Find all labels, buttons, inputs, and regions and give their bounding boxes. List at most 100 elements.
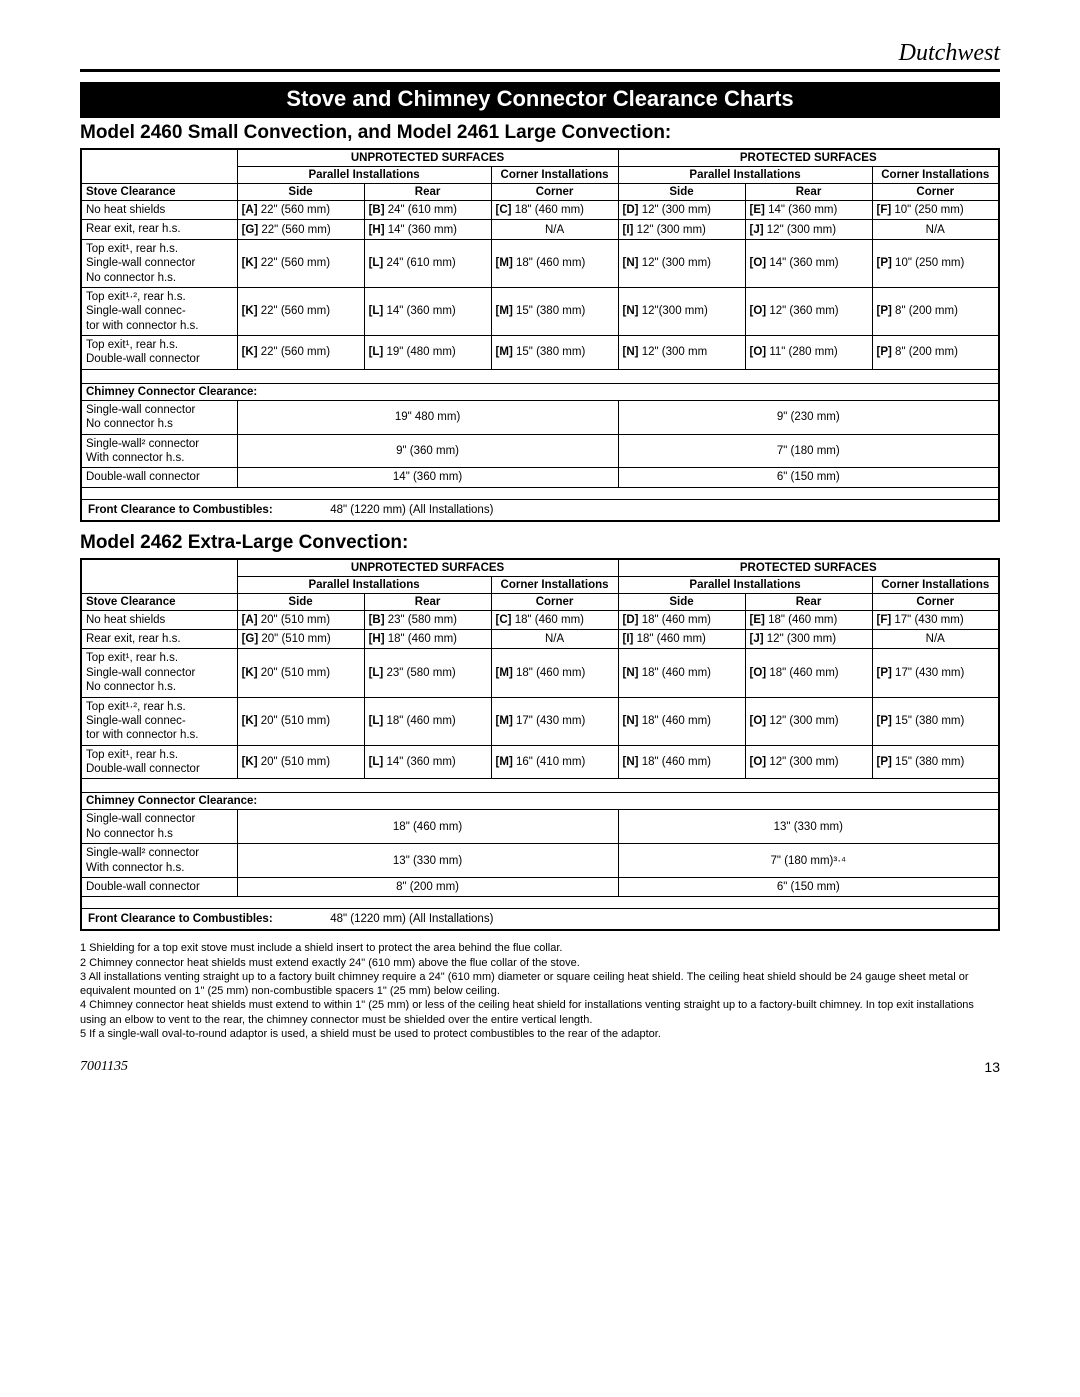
cell: 15" (380 mm) xyxy=(516,346,585,358)
cell: 18" (460 mm) xyxy=(637,633,706,645)
corner-bp: Corner xyxy=(872,593,999,610)
row-label: Rear exit, rear h.s. xyxy=(81,630,237,649)
footnote-4: 4 Chimney connector heat shields must ex… xyxy=(80,998,1000,1027)
cell: N/A xyxy=(491,220,618,239)
corner-hdr-bu: Corner Installations xyxy=(491,576,618,593)
cell: N/A xyxy=(872,220,999,239)
cell: 18" (460 mm) xyxy=(642,715,711,727)
cell: 15" (380 mm) xyxy=(516,305,585,317)
table-row: Top exit¹, rear h.s. Double-wall connect… xyxy=(81,745,999,779)
cell: 14" (360 mm) xyxy=(386,756,455,768)
row-label: No heat shields xyxy=(81,610,237,629)
section-banner: Stove and Chimney Connector Clearance Ch… xyxy=(80,82,1000,118)
cell: 22" (560 mm) xyxy=(261,257,330,269)
row-label: Top exit¹·², rear h.s. Single-wall conne… xyxy=(81,697,237,745)
parallel-hdr-p: Parallel Installations xyxy=(618,167,872,184)
table-row: No heat shields [A] 20" (510 mm) [B] 23"… xyxy=(81,610,999,629)
cell: 12" (300 mm) xyxy=(767,633,836,645)
row-label: Double-wall connector xyxy=(81,877,237,896)
footnote-1: 1 Shielding for a top exit stove must in… xyxy=(80,941,1000,955)
model-a-title: Model 2460 Small Convection, and Model 2… xyxy=(80,122,1000,144)
cell: 23" (580 mm) xyxy=(386,667,455,679)
side-bu: Side xyxy=(237,593,364,610)
table-row: Top exit¹·², rear h.s. Single-wall conne… xyxy=(81,287,999,335)
cell: 18" (460 mm) xyxy=(516,667,585,679)
front-clearance-value: 48" (1220 mm) (All Installations) xyxy=(330,504,493,516)
unprotected-hdr-b: UNPROTECTED SURFACES xyxy=(237,559,618,577)
cell: 12" (300 mm) xyxy=(769,756,838,768)
cell: 13" (330 mm) xyxy=(618,810,999,844)
cell: 12" (300 mm) xyxy=(642,204,711,216)
table-row: Double-wall connector 8" (200 mm) 6" (15… xyxy=(81,877,999,896)
table-row: Top exit¹, rear h.s. Single-wall connect… xyxy=(81,649,999,697)
row-label: Top exit¹, rear h.s. Double-wall connect… xyxy=(81,336,237,370)
cell: 8" (200 mm) xyxy=(895,305,958,317)
row-label: Top exit¹, rear h.s. Single-wall connect… xyxy=(81,239,237,287)
row-label: Top exit¹·², rear h.s. Single-wall conne… xyxy=(81,287,237,335)
cell: 22" (560 mm) xyxy=(261,204,330,216)
cell: 20" (510 mm) xyxy=(261,756,330,768)
cell: 22" (560 mm) xyxy=(261,224,330,236)
side-p: Side xyxy=(618,184,745,201)
cell: 18" (460 mm) xyxy=(642,756,711,768)
cell: 7" (180 mm)³·⁴ xyxy=(618,844,999,878)
cell: 12" (300 mm) xyxy=(642,257,711,269)
cell: 12" (300 mm) xyxy=(637,224,706,236)
footnotes: 1 Shielding for a top exit stove must in… xyxy=(80,941,1000,1041)
cell: 6" (150 mm) xyxy=(618,877,999,896)
cell: 18" (460 mm) xyxy=(386,715,455,727)
cell: 14" (360 mm) xyxy=(768,204,837,216)
front-clearance-row-b: Front Clearance to Combustibles: 48" (12… xyxy=(81,909,999,931)
cell: 18" (460 mm) xyxy=(516,257,585,269)
cell: 6" (150 mm) xyxy=(618,468,999,487)
corner-bu: Corner xyxy=(491,593,618,610)
row-label: Rear exit, rear h.s. xyxy=(81,220,237,239)
cell: 17" (430 mm) xyxy=(516,715,585,727)
cell: 8" (200 mm) xyxy=(237,877,618,896)
cell: 24" (610 mm) xyxy=(386,257,455,269)
cell: 24" (610 mm) xyxy=(388,204,457,216)
cell: 10" (250 mm) xyxy=(894,204,963,216)
rear-bu: Rear xyxy=(364,593,491,610)
cell: 14" (360 mm) xyxy=(237,468,618,487)
cell: 18" (460 mm) xyxy=(515,614,584,626)
cell: N/A xyxy=(491,630,618,649)
row-label: Double-wall connector xyxy=(81,468,237,487)
cell: 15" (380 mm) xyxy=(895,715,964,727)
ccc-header-a: Chimney Connector Clearance: xyxy=(81,383,999,400)
row-label: Single-wall² connector With connector h.… xyxy=(81,844,237,878)
cell: 15" (380 mm) xyxy=(895,756,964,768)
cell: 18" (460 mm) xyxy=(642,614,711,626)
cell: 20" (510 mm) xyxy=(261,715,330,727)
cell: 12" (300 mm) xyxy=(769,715,838,727)
cell: 9" (230 mm) xyxy=(618,400,999,434)
table-row: Single-wall² connector With connector h.… xyxy=(81,434,999,468)
rear-p: Rear xyxy=(745,184,872,201)
row-label: Top exit¹, rear h.s. Double-wall connect… xyxy=(81,745,237,779)
protected-hdr: PROTECTED SURFACES xyxy=(618,149,999,167)
table-row: Single-wall² connector With connector h.… xyxy=(81,844,999,878)
footnote-2: 2 Chimney connector heat shields must ex… xyxy=(80,956,1000,970)
clearance-table-b: UNPROTECTED SURFACES PROTECTED SURFACES … xyxy=(80,558,1000,932)
cell: 11" (280 mm) xyxy=(769,346,837,358)
corner-hdr-u: Corner Installations xyxy=(491,167,618,184)
table-row: Top exit¹, rear h.s. Double-wall connect… xyxy=(81,336,999,370)
unprotected-hdr: UNPROTECTED SURFACES xyxy=(237,149,618,167)
side-u: Side xyxy=(237,184,364,201)
protected-hdr-b: PROTECTED SURFACES xyxy=(618,559,999,577)
row-label: Single-wall connector No connector h.s xyxy=(81,400,237,434)
cell: 9" (360 mm) xyxy=(237,434,618,468)
cell: 22" (560 mm) xyxy=(261,305,330,317)
parallel-hdr-bu: Parallel Installations xyxy=(237,576,491,593)
model-b-title: Model 2462 Extra-Large Convection: xyxy=(80,532,1000,554)
cell: 12"(300 mm) xyxy=(642,305,708,317)
cell: 18" (460 mm) xyxy=(388,633,457,645)
page-number: 13 xyxy=(984,1059,1000,1075)
table-row: Single-wall connector No connector h.s 1… xyxy=(81,810,999,844)
parallel-hdr-u: Parallel Installations xyxy=(237,167,491,184)
cell: 23" (580 mm) xyxy=(388,614,457,626)
cell: 19" 480 mm) xyxy=(237,400,618,434)
table-row: Top exit¹, rear h.s. Single-wall connect… xyxy=(81,239,999,287)
table-row: Top exit¹·², rear h.s. Single-wall conne… xyxy=(81,697,999,745)
rear-bp: Rear xyxy=(745,593,872,610)
